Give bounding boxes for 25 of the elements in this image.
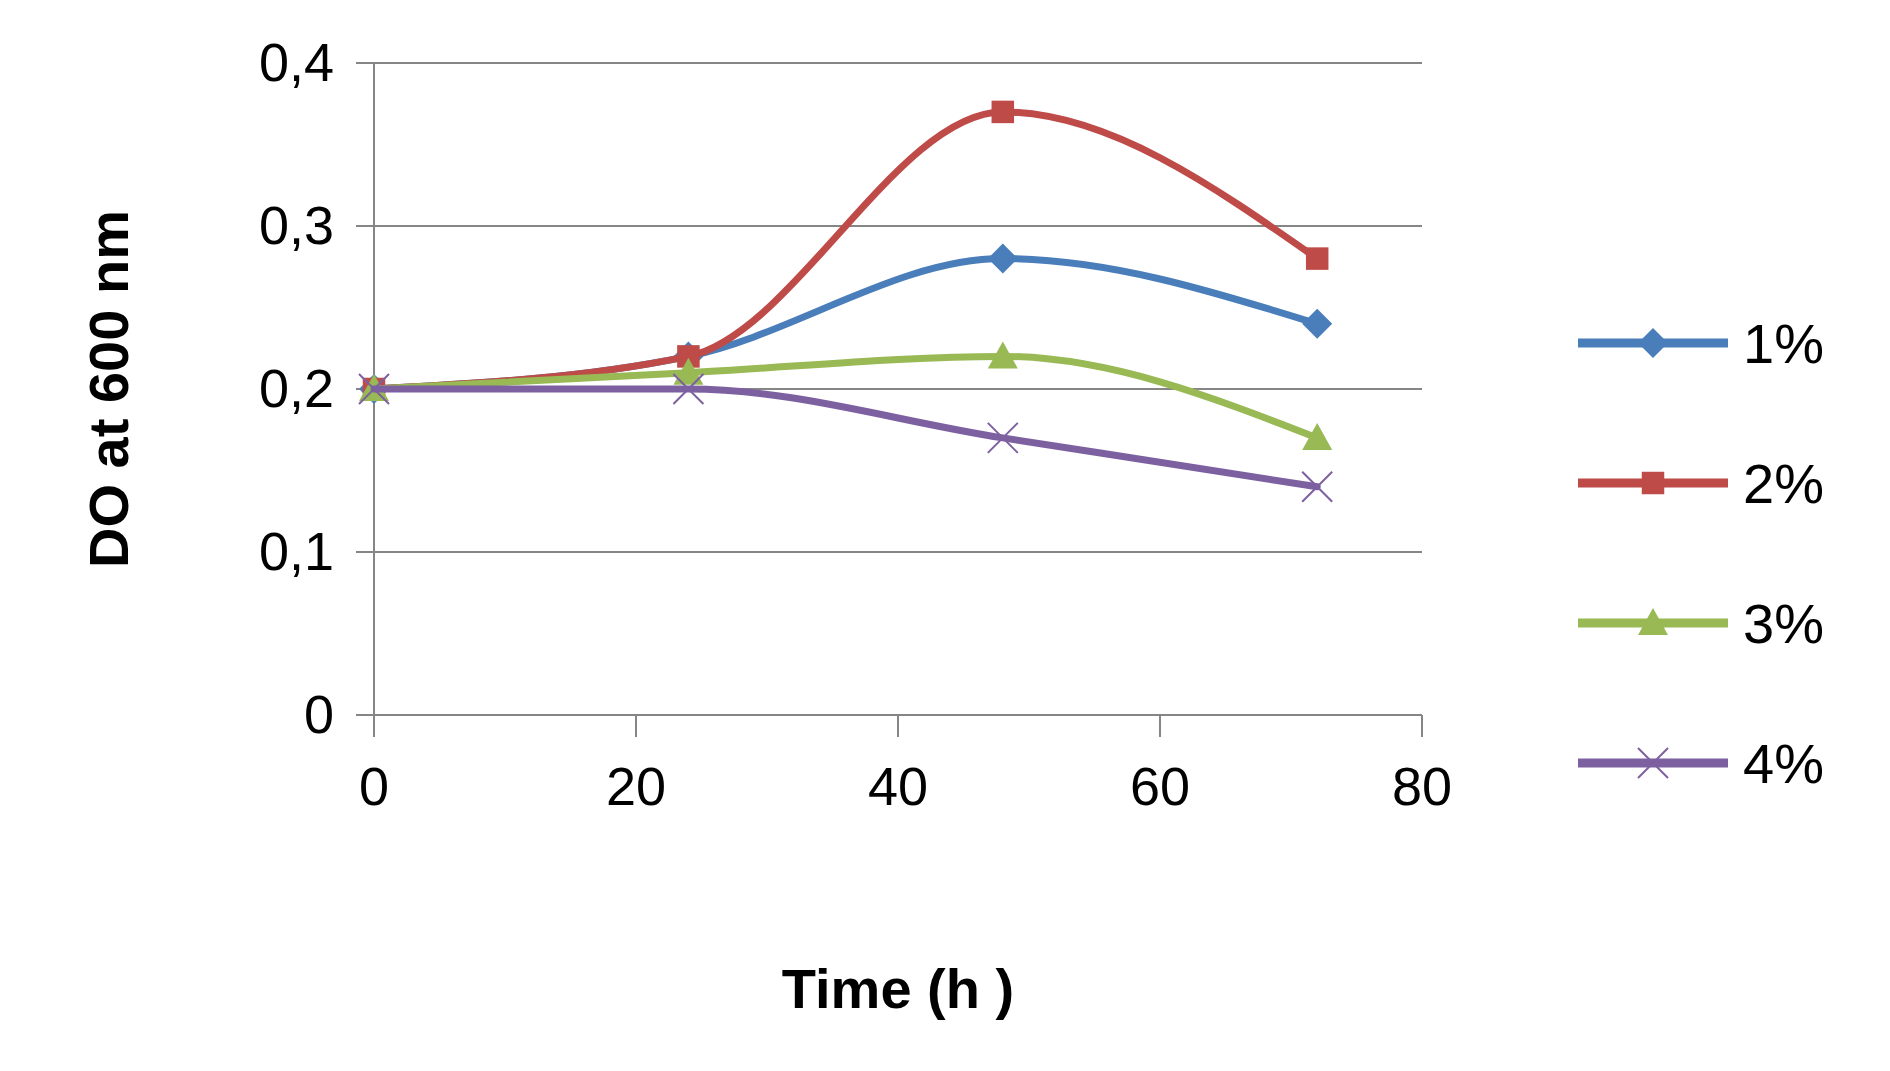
- legend-label: 3%: [1743, 592, 1824, 655]
- x-tick-label: 60: [1129, 756, 1191, 816]
- y-tick-label: 0,4: [258, 32, 334, 92]
- x-tick-label: 0: [358, 756, 390, 816]
- x-axis-title: Time (h ): [781, 957, 1015, 1020]
- point: [672, 373, 705, 405]
- legend-label: 1%: [1743, 312, 1824, 375]
- y-tick-label: 0: [303, 684, 334, 744]
- x-tick-label: 20: [605, 756, 667, 816]
- point: [987, 341, 1018, 369]
- y-tick-label: 0,2: [258, 358, 334, 418]
- point: [1305, 247, 1329, 270]
- legend-label: 2%: [1743, 452, 1824, 515]
- y-tick-label: 0,3: [258, 195, 334, 255]
- legend-label: 4%: [1743, 732, 1824, 795]
- x-tick-label: 40: [867, 756, 929, 816]
- point: [1301, 470, 1334, 503]
- point: [1302, 308, 1333, 339]
- point: [987, 243, 1018, 274]
- x-tick-label: 80: [1391, 756, 1453, 816]
- y-axis-title: DO at 600 nm: [77, 210, 140, 568]
- point: [991, 100, 1015, 124]
- point: [986, 421, 1019, 454]
- y-tick-label: 0,1: [258, 521, 334, 581]
- point: [1302, 422, 1333, 450]
